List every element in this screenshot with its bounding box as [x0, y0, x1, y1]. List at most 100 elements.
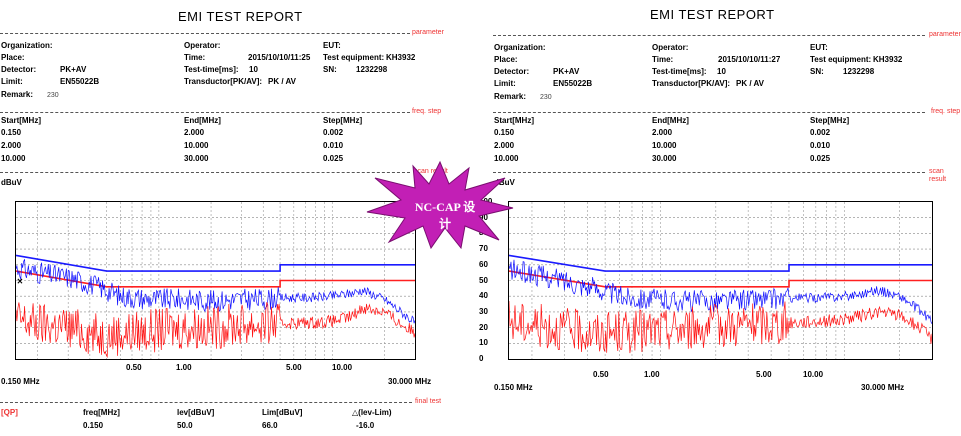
freq-cell: 0.025 — [323, 154, 344, 163]
x-start-label: 0.150 MHz — [494, 383, 533, 392]
operator-label: Operator: — [184, 41, 221, 50]
x-tick-label: 5.00 — [756, 370, 772, 379]
organization-label: Organization: — [494, 43, 546, 52]
freq-cell: 0.002 — [810, 128, 831, 137]
freq-cell: 10.000 — [184, 141, 209, 150]
time-label: Time: — [652, 55, 674, 64]
y-unit-label: dBuV — [1, 178, 22, 187]
x-tick-label: 10.00 — [803, 370, 824, 379]
y-tick-label: 90 — [479, 212, 488, 222]
x-start-label: 0.150 MHz — [1, 377, 40, 386]
limit-label: Limit: — [494, 79, 516, 88]
emi-chart — [508, 201, 933, 360]
freq-cell: 0.010 — [810, 141, 831, 150]
peak-trace — [16, 259, 415, 324]
test-time-label: Test-time[ms]: — [184, 65, 239, 74]
sn-value: 1232298 — [843, 67, 875, 76]
freq-cell: 0.010 — [323, 141, 344, 150]
freq-cell: 2.000 — [1, 141, 22, 150]
freq-header-step: Step[MHz] — [810, 116, 850, 125]
test-time-value: 10 — [717, 67, 726, 76]
final-test-detector: [QP] — [1, 408, 18, 417]
x-end-label: 30.000 MHz — [388, 377, 432, 386]
x-tick-label: 0.50 — [593, 370, 609, 379]
qp-limit-line — [16, 254, 415, 272]
transducer-value: PK / AV — [736, 79, 765, 88]
equipment-value: KH3932 — [386, 53, 416, 62]
freq-cell: 30.000 — [184, 154, 209, 163]
place-label: Place: — [494, 55, 518, 64]
freq-cell: 30.000 — [652, 154, 677, 163]
burst-shape — [366, 160, 514, 250]
sn-value: 1232298 — [356, 65, 388, 74]
final-header: freq[MHz] — [83, 408, 120, 417]
y-tick-label: 10 — [479, 338, 488, 348]
x-tick-label: 1.00 — [176, 363, 192, 372]
section-tag-final: final test — [413, 398, 442, 406]
report-title: EMI TEST REPORT — [178, 9, 303, 24]
remark-label: Remark: — [1, 90, 34, 99]
freq-cell: 10.000 — [494, 154, 519, 163]
divider — [0, 33, 410, 34]
test-time-label: Test-time[ms]: — [652, 67, 707, 76]
final-header: lev[dBuV] — [177, 408, 215, 417]
final-value: 50.0 — [177, 421, 193, 430]
organization-label: Organization: — [1, 41, 53, 50]
section-tag-scan: scan result — [412, 168, 448, 176]
av-limit-line — [509, 270, 932, 288]
equipment-label: Test equipment: — [323, 53, 385, 62]
y-tick-label: 60 — [479, 259, 488, 269]
freq-cell: 2.000 — [652, 128, 673, 137]
y-tick-label: 40 — [479, 291, 488, 301]
divider — [0, 172, 410, 173]
remark-label: Remark: — [494, 92, 527, 101]
divider — [0, 112, 410, 113]
freq-header-start: Start[MHz] — [1, 116, 41, 125]
section-tag-freq: freq. step — [410, 108, 442, 116]
section-tag-parameter: parameter — [410, 29, 444, 37]
y-tick-label: 20 — [479, 322, 488, 332]
qp-limit-line — [509, 254, 932, 272]
detector-label: Detector: — [1, 65, 37, 74]
divider — [493, 172, 925, 173]
transducer-label: Transductor[PK/AV]: — [652, 79, 731, 88]
report-title: EMI TEST REPORT — [650, 7, 775, 22]
freq-cell: 0.002 — [323, 128, 344, 137]
remark-value: 230 — [540, 94, 552, 101]
peak-trace — [509, 259, 932, 324]
section-tag-freq: freq. step — [929, 108, 961, 116]
equipment-value: KH3932 — [873, 55, 903, 64]
freq-cell: 2.000 — [184, 128, 205, 137]
freq-header-end: End[MHz] — [184, 116, 221, 125]
detector-value: PK+AV — [60, 65, 87, 74]
eut-label: EUT: — [810, 43, 828, 52]
final-header: Lim[dBuV] — [262, 408, 303, 417]
x-tick-label: 5.00 — [286, 363, 302, 372]
detector-value: PK+AV — [553, 67, 580, 76]
section-tag-parameter: parameter — [927, 31, 961, 39]
burst-stamp — [366, 160, 514, 250]
place-label: Place: — [1, 53, 25, 62]
sn-label: SN: — [323, 65, 337, 74]
x-tick-label: 0.50 — [126, 363, 142, 372]
y-tick-label: 70 — [479, 244, 488, 254]
time-label: Time: — [184, 53, 206, 62]
remark-value: 230 — [47, 92, 59, 99]
operator-label: Operator: — [652, 43, 689, 52]
transducer-value: PK / AV — [268, 77, 297, 86]
final-value: 0.150 — [83, 421, 104, 430]
emi-chart-svg: × — [16, 202, 415, 359]
limit-value: EN55022B — [60, 77, 100, 86]
freq-cell: 10.000 — [652, 141, 677, 150]
y-unit-label: dBuV — [494, 178, 515, 187]
limit-label: Limit: — [1, 77, 23, 86]
stamp-text: NC-CAP 设计 — [414, 200, 476, 231]
freq-cell: 0.025 — [810, 154, 831, 163]
detector-label: Detector: — [494, 67, 530, 76]
limit-value: EN55022B — [553, 79, 593, 88]
sn-label: SN: — [810, 67, 824, 76]
section-tag-scan: scan result — [927, 168, 961, 184]
freq-cell: 0.150 — [494, 128, 515, 137]
final-value: 66.0 — [262, 421, 278, 430]
eut-label: EUT: — [323, 41, 341, 50]
